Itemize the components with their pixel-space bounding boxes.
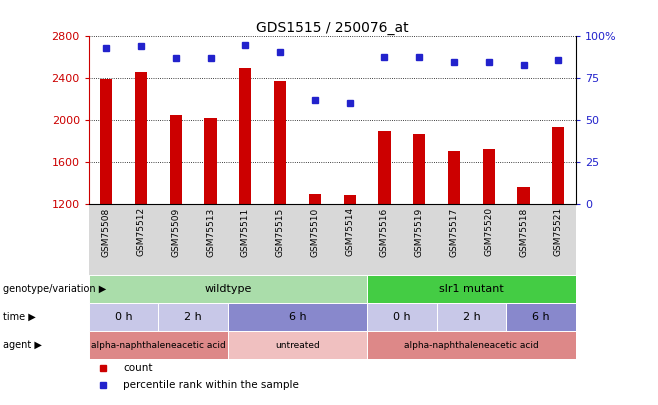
Text: GSM75521: GSM75521 xyxy=(554,207,563,256)
Text: slr1 mutant: slr1 mutant xyxy=(439,284,504,294)
Bar xyxy=(228,331,367,359)
Bar xyxy=(367,275,576,303)
Bar xyxy=(367,303,437,331)
Text: 6 h: 6 h xyxy=(289,312,307,322)
Bar xyxy=(517,187,530,204)
Text: GSM75508: GSM75508 xyxy=(102,207,111,256)
Bar xyxy=(413,134,425,204)
Text: 6 h: 6 h xyxy=(532,312,550,322)
Bar xyxy=(205,118,216,204)
Text: 2 h: 2 h xyxy=(463,312,480,322)
Bar xyxy=(89,303,159,331)
Text: GSM75514: GSM75514 xyxy=(345,207,354,256)
Bar xyxy=(367,331,576,359)
Text: wildtype: wildtype xyxy=(204,284,251,294)
Text: GSM75518: GSM75518 xyxy=(519,207,528,256)
Text: GSM75516: GSM75516 xyxy=(380,207,389,256)
Text: agent ▶: agent ▶ xyxy=(3,340,42,350)
Text: count: count xyxy=(123,363,153,373)
Bar xyxy=(552,128,565,204)
Bar xyxy=(228,303,367,331)
Text: 2 h: 2 h xyxy=(184,312,202,322)
Bar xyxy=(89,275,367,303)
Text: GSM75512: GSM75512 xyxy=(136,207,145,256)
Bar xyxy=(506,303,576,331)
Bar xyxy=(170,115,182,204)
Bar xyxy=(135,72,147,204)
Text: GSM75510: GSM75510 xyxy=(311,207,319,256)
Text: GSM75519: GSM75519 xyxy=(415,207,424,256)
Bar xyxy=(274,81,286,204)
Bar xyxy=(483,149,495,204)
Text: GSM75517: GSM75517 xyxy=(449,207,459,256)
Title: GDS1515 / 250076_at: GDS1515 / 250076_at xyxy=(256,21,409,35)
Text: GSM75520: GSM75520 xyxy=(484,207,494,256)
Bar xyxy=(159,303,228,331)
Text: alpha-naphthaleneacetic acid: alpha-naphthaleneacetic acid xyxy=(404,341,539,350)
Text: GSM75515: GSM75515 xyxy=(276,207,285,256)
Text: untreated: untreated xyxy=(275,341,320,350)
Text: genotype/variation ▶: genotype/variation ▶ xyxy=(3,284,107,294)
Text: 0 h: 0 h xyxy=(114,312,132,322)
Text: GSM75509: GSM75509 xyxy=(171,207,180,256)
Bar xyxy=(437,303,506,331)
Text: alpha-naphthaleneacetic acid: alpha-naphthaleneacetic acid xyxy=(91,341,226,350)
Text: percentile rank within the sample: percentile rank within the sample xyxy=(123,380,299,390)
Bar xyxy=(240,68,251,204)
Bar xyxy=(448,151,460,204)
Bar xyxy=(89,331,228,359)
Bar xyxy=(309,194,321,204)
Text: GSM75511: GSM75511 xyxy=(241,207,250,256)
Text: GSM75513: GSM75513 xyxy=(206,207,215,256)
Bar xyxy=(378,130,391,204)
Text: 0 h: 0 h xyxy=(393,312,411,322)
Text: time ▶: time ▶ xyxy=(3,312,36,322)
Bar xyxy=(343,195,356,204)
Bar xyxy=(100,79,113,204)
